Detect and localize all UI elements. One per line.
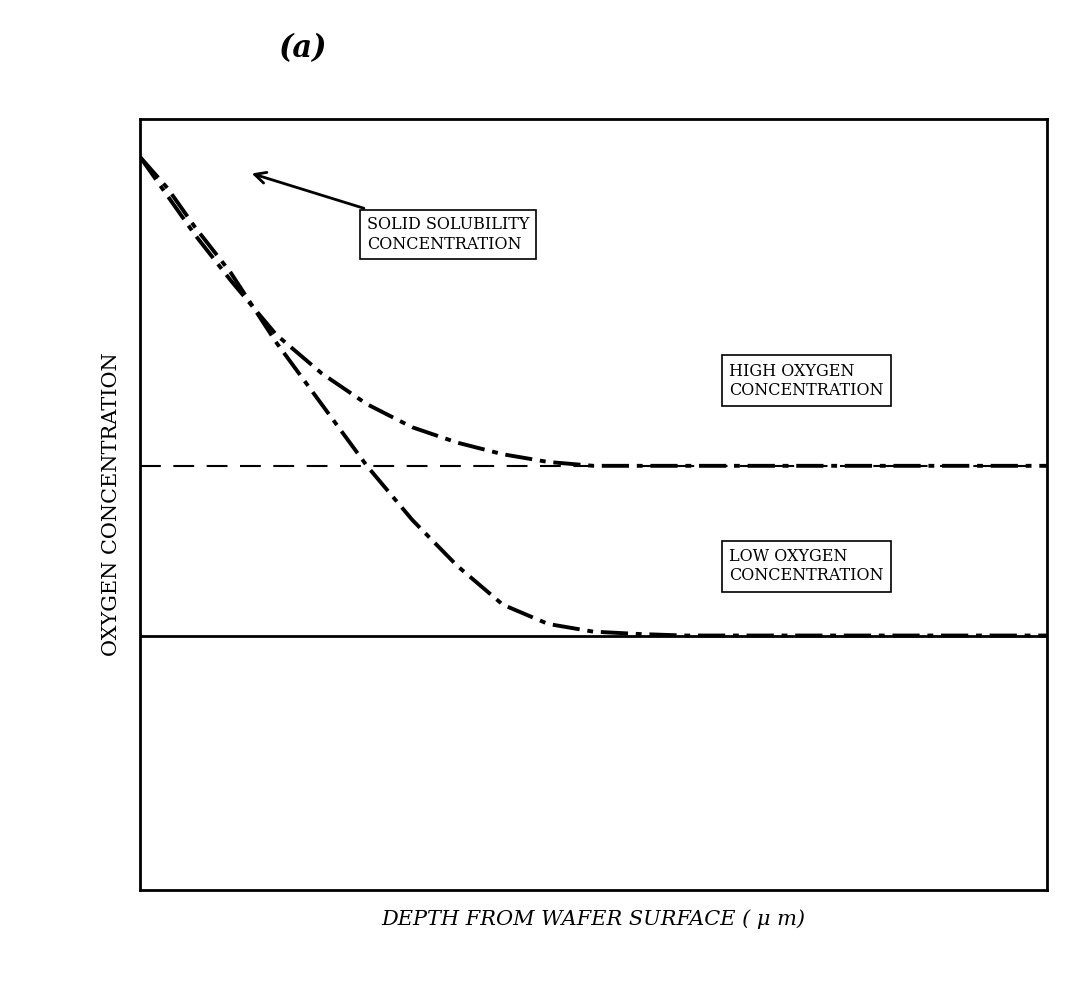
Text: LOW OXYGEN
CONCENTRATION: LOW OXYGEN CONCENTRATION bbox=[729, 548, 884, 584]
Text: HIGH OXYGEN
CONCENTRATION: HIGH OXYGEN CONCENTRATION bbox=[729, 363, 884, 400]
Y-axis label: OXYGEN CONCENTRATION: OXYGEN CONCENTRATION bbox=[101, 352, 121, 657]
Text: SOLID SOLUBILITY
CONCENTRATION: SOLID SOLUBILITY CONCENTRATION bbox=[255, 172, 530, 253]
X-axis label: DEPTH FROM WAFER SURFACE ( μ m): DEPTH FROM WAFER SURFACE ( μ m) bbox=[382, 910, 805, 930]
Text: (a): (a) bbox=[278, 34, 326, 64]
